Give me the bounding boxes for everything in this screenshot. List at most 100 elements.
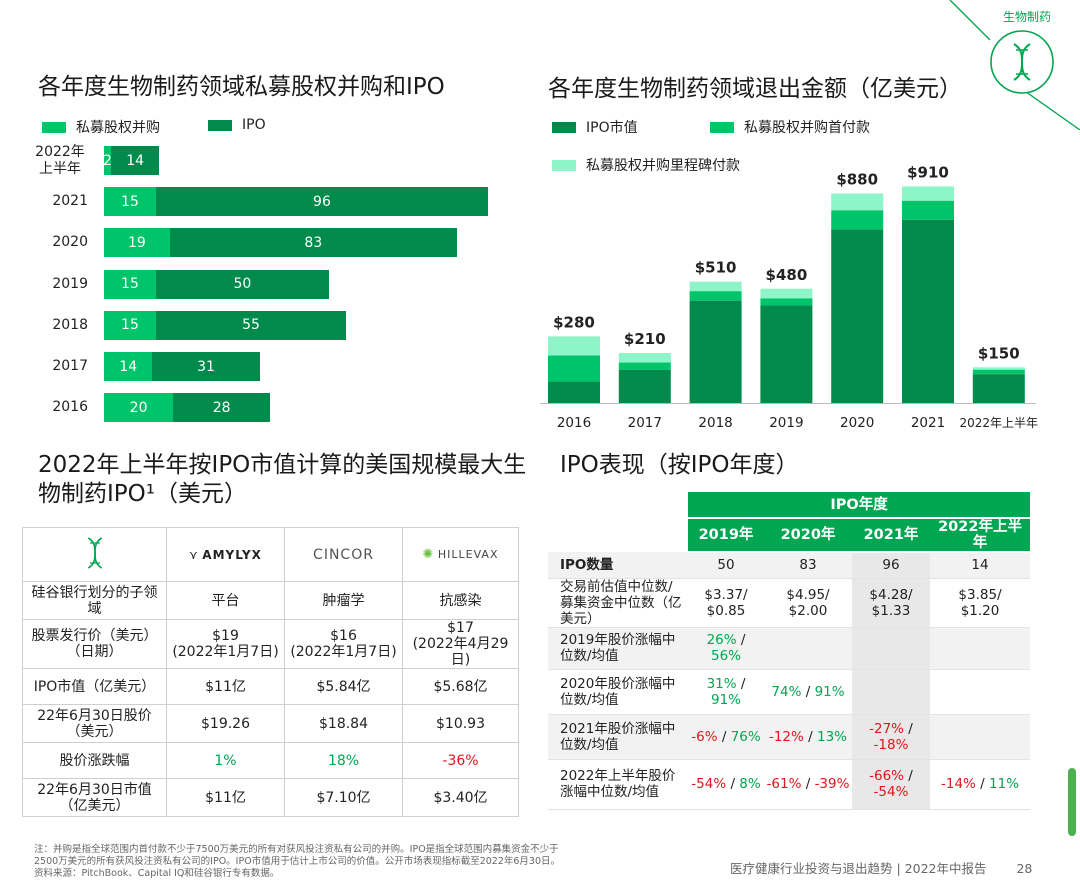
value-separator: /: [904, 768, 913, 784]
bar-segment-ipo: 14: [110, 146, 160, 175]
company-row-label: IPO市值（亿美元）: [22, 668, 167, 705]
bar-segment: [689, 291, 742, 301]
median-value: -66%: [869, 768, 905, 784]
mean-value: -54%: [873, 784, 909, 800]
company-table-row: 股价涨跌幅 1% 18% -36%: [22, 742, 519, 779]
bar-total-label: $910: [907, 163, 949, 181]
company-table-row: IPO市值（亿美元） $11亿 $5.84亿 $5.68亿: [22, 668, 519, 705]
ipo-year-header: 2021年: [852, 518, 930, 553]
ipo-cell: -6% / 76%: [688, 714, 764, 760]
company-cell: $19.26: [166, 704, 285, 743]
ipo-cell: -54% / 8%: [688, 759, 764, 810]
legend-swatch-ipo-value: [552, 121, 576, 133]
company-cell: $11亿: [166, 668, 285, 705]
bar-segment: [902, 186, 954, 201]
ipo-cell: 31% / 91%: [688, 669, 764, 715]
ipo-group-header-row: IPO年度: [548, 492, 1031, 519]
ipo-cell: [930, 627, 1031, 670]
bar-row: 14 31: [104, 352, 260, 381]
bar-category-label: 2016: [52, 399, 88, 416]
ipo-table-row: 2020年股价涨幅中位数/均值 31% / 91% 74% / 91%: [548, 669, 1031, 715]
ipo-row-label: 2020年股价涨幅中位数/均值: [548, 669, 688, 715]
company-cell: 抗感染: [402, 581, 519, 620]
median-value: -6%: [691, 728, 718, 745]
company-logo-hillevax: ✺ HILLEVAX: [402, 527, 519, 582]
legend-ipo: IPO: [208, 117, 266, 133]
report-title: 医疗健康行业投资与退出趋势 | 2022年中报告: [730, 861, 987, 876]
bar-row: 15 55: [104, 310, 347, 340]
ipo-year-header-row: 2019年 2020年 2021年 2022年上半年: [548, 518, 1031, 553]
footer-note-line: 2500万美元的所有获风投注资私有公司的IPO。IPO市值用于估计上市公司的价值…: [34, 856, 561, 867]
legend-swatch-milestone: [552, 159, 576, 171]
value-separator: /: [975, 776, 990, 792]
company-row-label: 股票发行价（美元）（日期）: [22, 619, 167, 669]
legend-label-pe: 私募股权并购: [76, 120, 160, 136]
ipo-table-row: IPO数量 50 83 96 14: [548, 552, 1031, 579]
bar-total-label: $150: [978, 344, 1020, 362]
company-header-row: ⋎ AMYLYX CINCOR ✺ HILLEVAX: [22, 527, 519, 582]
bar-category-label: 2022年 上半年: [35, 144, 85, 177]
bar-category-label: 2021: [52, 193, 88, 210]
company-cell: $10.93: [402, 704, 519, 743]
ipo-cell: 83: [764, 552, 852, 579]
bar-category-label: 2018: [52, 316, 88, 333]
corner-label: 生物制药: [1003, 10, 1052, 24]
x-tick-label: 2020: [840, 415, 874, 431]
company-cell: $5.68亿: [402, 668, 519, 705]
right-bar-chart: $280 2016 $210 2017 $510 2018 $480 2019 $880 2020…: [540, 163, 1038, 431]
ipo-cell: $4.95/ $2.00: [764, 578, 852, 628]
company-cell: 1%: [166, 742, 285, 779]
bar-segment-ipo: 55: [155, 310, 347, 340]
legend-milestone: 私募股权并购里程碑付款: [552, 155, 740, 175]
bar-segment-pe: 15: [104, 269, 156, 299]
ipo-cell: -61% / -39%: [764, 759, 852, 810]
company-table: ⋎ AMYLYX CINCOR ✺ HILLEVAX 硅谷银行划分的子领域 平台肿…: [22, 527, 519, 817]
bar-category-label: 2019: [52, 275, 88, 292]
company-row-label: 22年6月30日市值（亿美元）: [22, 778, 167, 817]
company-row-label: 股价涨跌幅: [22, 742, 167, 779]
ipo-row-label: 2021年股价涨幅中位数/均值: [548, 714, 688, 760]
legend-label-ipo-value: IPO市值: [586, 120, 638, 136]
legend-swatch-ipo: [208, 119, 232, 131]
mean-value: 76%: [730, 728, 761, 745]
ipo-cell: 50: [688, 552, 764, 579]
bar-segment: [831, 193, 884, 211]
company-row-label: 硅谷银行划分的子领域: [22, 581, 167, 620]
bar-segment-pe: 19: [104, 228, 170, 258]
mean-value: 11%: [989, 776, 1020, 792]
company-cell: 18%: [284, 742, 403, 779]
bar-row: 15 50: [104, 269, 329, 299]
ipo-year-header: 2019年: [688, 518, 764, 553]
bar-segment: [689, 281, 742, 292]
company-logo-cincor: CINCOR: [284, 527, 403, 582]
bar-segment-ipo: 31: [152, 352, 260, 381]
footer-note-line: 注：并购是指全球范围内首付款不少于7500万美元的所有对获风投注资私有公司的并购…: [34, 844, 559, 855]
dna-icon-cell: [22, 527, 167, 582]
mean-value: -18%: [873, 736, 909, 753]
footer-note: 注：并购是指全球范围内首付款不少于7500万美元的所有对获风投注资私有公司的并购…: [34, 844, 694, 880]
ipo-table-row: 2019年股价涨幅中位数/均值 26% / 56%: [548, 627, 1031, 670]
company-cell: -36%: [402, 742, 519, 779]
bar-segment-ipo: 50: [155, 269, 329, 299]
left-chart-title: 各年度生物制药领域私募股权并购和IPO: [38, 74, 445, 100]
ipo-cell: $4.28/ $1.33: [852, 578, 930, 628]
bar-segment: [618, 369, 671, 403]
company-cell: $19 (2022年1月7日): [166, 619, 285, 669]
bar-segment-ipo: 83: [169, 228, 457, 258]
hillevax-logo-mark: ✺: [422, 547, 434, 562]
value-separator: /: [736, 632, 746, 648]
bar-segment: [760, 298, 813, 306]
bar-segment: [618, 353, 671, 363]
mean-value: 56%: [710, 648, 741, 664]
bar-segment-ipo: 96: [155, 187, 489, 217]
bar-segment: [760, 305, 813, 403]
bar-row: 2 14: [103, 146, 160, 175]
ipo-cell: 14: [930, 552, 1031, 579]
bar-segment-pe: 2: [103, 146, 112, 175]
ipo-table: IPO年度 2019年 2020年 2021年 2022年上半年 IPO数量 50…: [548, 492, 1031, 810]
scrollbar-thumb[interactable]: [1068, 768, 1076, 836]
ipo-row-label: 2019年股价涨幅中位数/均值: [548, 627, 688, 670]
ipo-cell: $3.85/ $1.20: [930, 578, 1031, 628]
page-number: 28: [1016, 861, 1033, 876]
value-separator: /: [801, 776, 815, 792]
